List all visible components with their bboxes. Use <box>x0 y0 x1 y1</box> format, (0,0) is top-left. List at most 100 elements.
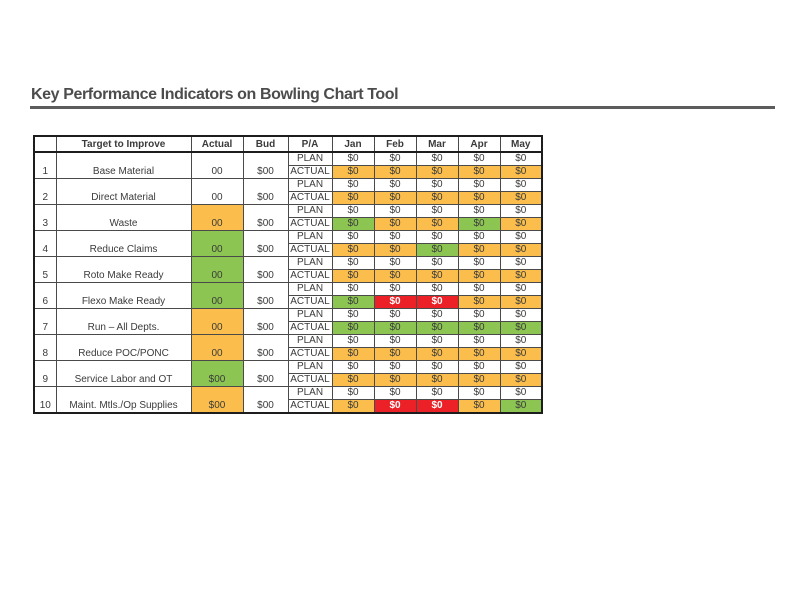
actual-month-cell: $0 <box>331 373 375 387</box>
actual-cell: 00 <box>190 151 244 179</box>
plan-month-cell: $0 <box>415 204 459 218</box>
actual-month-cell: $0 <box>499 191 543 205</box>
actual-month-cell: $0 <box>415 295 459 309</box>
target-cell: Maint. Mtls./Op Supplies <box>55 386 192 414</box>
plan-month-cell: $0 <box>373 256 417 270</box>
plan-month-cell: $0 <box>457 308 501 322</box>
actual-month-cell: $0 <box>415 217 459 231</box>
target-cell: Reduce Claims <box>55 230 192 257</box>
actual-month-cell: $0 <box>331 399 375 414</box>
actual-month-cell: $0 <box>457 191 501 205</box>
plan-month-cell: $0 <box>457 334 501 348</box>
header-target: Target to Improve <box>55 135 192 153</box>
actual-label-cell: ACTUAL <box>287 347 333 361</box>
plan-month-cell: $0 <box>499 151 543 166</box>
row-7-plan: 7 Run – All Depts. 00 $00 PLAN $0 $0 $0 $0 $0 <box>33 308 543 335</box>
actual-month-cell: $0 <box>415 191 459 205</box>
plan-month-cell: $0 <box>373 282 417 296</box>
plan-month-cell: $0 <box>415 386 459 400</box>
actual-month-cell: $0 <box>499 217 543 231</box>
bud-cell: $00 <box>242 151 289 179</box>
plan-month-cell: $0 <box>415 360 459 374</box>
header-bud: Bud <box>242 135 289 153</box>
plan-month-cell: $0 <box>373 308 417 322</box>
plan-label-cell: PLAN <box>287 386 333 400</box>
row-9-plan: 9 Service Labor and OT $00 $00 PLAN $0 $0 $0 $0 $… <box>33 360 543 387</box>
actual-cell: 00 <box>190 282 244 309</box>
bud-cell: $00 <box>242 256 289 283</box>
row-2-plan: 2 Direct Material 00 $00 PLAN $0 $0 $0 $0 $0 <box>33 178 543 205</box>
plan-label-cell: PLAN <box>287 151 333 166</box>
actual-cell: 00 <box>190 230 244 257</box>
bud-cell: $00 <box>242 386 289 414</box>
actual-month-cell: $0 <box>499 347 543 361</box>
actual-cell: 00 <box>190 256 244 283</box>
plan-month-cell: $0 <box>457 256 501 270</box>
actual-month-cell: $0 <box>457 295 501 309</box>
header-month-apr: Apr <box>457 135 501 153</box>
plan-month-cell: $0 <box>499 360 543 374</box>
actual-cell: $00 <box>190 386 244 414</box>
bud-cell: $00 <box>242 230 289 257</box>
plan-month-cell: $0 <box>415 178 459 192</box>
plan-month-cell: $0 <box>373 334 417 348</box>
bud-cell: $00 <box>242 308 289 335</box>
plan-month-cell: $0 <box>331 386 375 400</box>
actual-month-cell: $0 <box>331 347 375 361</box>
row-9-actual: ACTUAL $0 $0 $0 $0 $0 <box>34 373 543 387</box>
plan-month-cell: $0 <box>499 256 543 270</box>
plan-month-cell: $0 <box>499 334 543 348</box>
actual-month-cell: $0 <box>499 321 543 335</box>
actual-cell: 00 <box>190 308 244 335</box>
plan-month-cell: $0 <box>331 360 375 374</box>
actual-month-cell: $0 <box>457 269 501 283</box>
row-8-plan: 8 Reduce POC/PONC 00 $00 PLAN $0 $0 $0 $0 $0 <box>33 334 543 361</box>
plan-month-cell: $0 <box>373 386 417 400</box>
row-2-actual: ACTUAL $0 $0 $0 $0 $0 <box>34 191 543 205</box>
plan-month-cell: $0 <box>373 151 417 166</box>
plan-month-cell: $0 <box>457 230 501 244</box>
header-num <box>33 135 57 153</box>
actual-month-cell: $0 <box>499 295 543 309</box>
actual-month-cell: $0 <box>415 321 459 335</box>
plan-month-cell: $0 <box>415 282 459 296</box>
plan-month-cell: $0 <box>415 308 459 322</box>
row-10-plan: 10 Maint. Mtls./Op Supplies $00 $00 PLAN $0 $0… <box>33 386 543 414</box>
plan-month-cell: $0 <box>457 178 501 192</box>
plan-month-cell: $0 <box>373 178 417 192</box>
bud-cell: $00 <box>242 204 289 231</box>
actual-month-cell: $0 <box>415 165 459 179</box>
plan-month-cell: $0 <box>457 204 501 218</box>
target-cell: Reduce POC/PONC <box>55 334 192 361</box>
plan-label-cell: PLAN <box>287 308 333 322</box>
row-4-plan: 4 Reduce Claims 00 $00 PLAN $0 $0 $0 $0 $0 <box>33 230 543 257</box>
target-cell: Service Labor and OT <box>55 360 192 387</box>
row-1-plan: 1 Base Material 00 $00 PLAN $0 $0 $0 $0 $0 <box>33 151 543 179</box>
row-number: 7 <box>33 308 57 335</box>
actual-month-cell: $0 <box>457 165 501 179</box>
actual-month-cell: $0 <box>415 373 459 387</box>
actual-month-cell: $0 <box>373 399 417 414</box>
plan-month-cell: $0 <box>499 282 543 296</box>
plan-month-cell: $0 <box>499 178 543 192</box>
actual-label-cell: ACTUAL <box>287 399 333 414</box>
header-actual: Actual <box>190 135 244 153</box>
actual-label-cell: ACTUAL <box>287 165 333 179</box>
actual-month-cell: $0 <box>373 269 417 283</box>
bud-cell: $00 <box>242 334 289 361</box>
actual-month-cell: $0 <box>373 321 417 335</box>
plan-month-cell: $0 <box>331 230 375 244</box>
actual-month-cell: $0 <box>457 321 501 335</box>
target-cell: Base Material <box>55 151 192 179</box>
actual-month-cell: $0 <box>415 399 459 414</box>
actual-month-cell: $0 <box>457 373 501 387</box>
row-number: 9 <box>33 360 57 387</box>
row-3-plan: 3 Waste 00 $00 PLAN $0 $0 $0 $0 $0 <box>33 204 543 231</box>
row-10-actual: ACTUAL $0 $0 $0 $0 $0 <box>34 399 543 414</box>
plan-month-cell: $0 <box>499 386 543 400</box>
row-6-actual: ACTUAL $0 $0 $0 $0 $0 <box>34 295 543 309</box>
bud-cell: $00 <box>242 178 289 205</box>
plan-month-cell: $0 <box>415 151 459 166</box>
header-pa: P/A <box>287 135 333 153</box>
plan-month-cell: $0 <box>331 308 375 322</box>
